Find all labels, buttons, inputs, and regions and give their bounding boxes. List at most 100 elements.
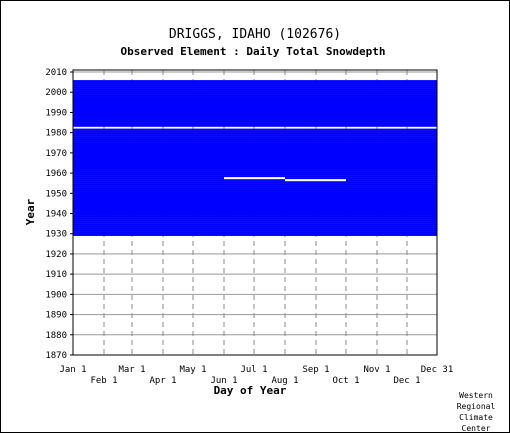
data-row-1984 bbox=[73, 122, 437, 125]
data-row-1971 bbox=[73, 148, 437, 152]
data-row-1966 bbox=[73, 158, 437, 162]
x-tick-label-mar-1: Mar 1 bbox=[118, 365, 145, 375]
x-tick-label-aug-1: Aug 1 bbox=[271, 376, 298, 386]
data-row-1960 bbox=[73, 171, 437, 174]
x-tick-label-dec-31: Dec 31 bbox=[421, 365, 454, 375]
y-tick-label-1930: 1930 bbox=[45, 230, 67, 240]
x-tick-label-may-1: May 1 bbox=[179, 365, 206, 375]
data-row-1937 bbox=[73, 217, 437, 220]
data-row-1963 bbox=[73, 165, 437, 168]
y-tick-label-1900: 1900 bbox=[45, 290, 67, 300]
data-row-1972 bbox=[73, 146, 437, 150]
data-row-1985 bbox=[73, 120, 437, 123]
data-row-1995 bbox=[73, 100, 437, 103]
data-row-1932 bbox=[73, 227, 437, 230]
data-row-1961 bbox=[73, 169, 437, 172]
x-tick-label-apr-1: Apr 1 bbox=[149, 376, 176, 386]
data-row-2005 bbox=[73, 80, 437, 83]
x-tick-label-dec-1: Dec 1 bbox=[393, 376, 420, 386]
data-row-1970 bbox=[73, 150, 437, 154]
data-row-2004 bbox=[73, 82, 437, 85]
y-tick-label-1970: 1970 bbox=[45, 149, 67, 159]
data-row-1930 bbox=[73, 231, 437, 234]
data-row-1958 bbox=[73, 175, 437, 178]
data-row-1977 bbox=[73, 136, 437, 139]
data-row-1983 bbox=[73, 124, 437, 127]
data-row-1975 bbox=[73, 140, 437, 143]
x-tick-label-jan-1: Jan 1 bbox=[59, 365, 86, 375]
y-tick-label-1890: 1890 bbox=[45, 311, 67, 321]
credit-line-3: Climate bbox=[459, 413, 493, 422]
x-tick-label-feb-1: Feb 1 bbox=[90, 376, 117, 386]
data-row-1956 bbox=[73, 179, 437, 182]
data-row-1935 bbox=[73, 221, 437, 224]
data-row-1964 bbox=[73, 162, 437, 166]
x-tick-labels: Jan 1 Mar 1 May 1 Jul 1 Sep 1 Nov 1 Dec 31 Feb … bbox=[59, 365, 453, 386]
data-row-1929 bbox=[73, 233, 437, 236]
data-row-1951 bbox=[73, 189, 437, 192]
y-tick-label-1880: 1880 bbox=[45, 331, 67, 341]
data-row-1989 bbox=[73, 112, 437, 115]
chart-subtitle: Observed Element : Daily Total Snowdepth bbox=[121, 45, 386, 58]
data-row-1994 bbox=[73, 102, 437, 105]
data-row-1933 bbox=[73, 225, 437, 228]
y-tick-label-1920: 1920 bbox=[45, 250, 67, 260]
y-tick-label-1950: 1950 bbox=[45, 189, 67, 199]
data-row-1949 bbox=[73, 193, 437, 196]
data-layer bbox=[73, 80, 437, 236]
data-row-1976 bbox=[73, 138, 437, 141]
credit-line-4: Center bbox=[462, 424, 491, 433]
data-row-1955 bbox=[73, 181, 437, 184]
y-tick-label-1870: 1870 bbox=[45, 351, 67, 361]
data-row-1946 bbox=[73, 199, 437, 202]
x-tick-label-nov-1: Nov 1 bbox=[363, 365, 390, 375]
gap-row-1957 bbox=[224, 177, 285, 180]
data-row-1939 bbox=[73, 213, 437, 216]
data-row-1943 bbox=[73, 205, 437, 208]
data-row-1978 bbox=[73, 134, 437, 137]
x-tick-label-jun-1: Jun 1 bbox=[210, 376, 237, 386]
credit-line-1: Western bbox=[459, 391, 493, 400]
data-row-1990 bbox=[73, 110, 437, 113]
x-tick-label-sep-1: Sep 1 bbox=[302, 365, 329, 375]
data-row-2001 bbox=[73, 88, 437, 91]
credit-line-2: Regional bbox=[457, 402, 496, 411]
data-row-1979 bbox=[73, 132, 437, 135]
data-row-1967 bbox=[73, 156, 437, 160]
y-tick-label-2010: 2010 bbox=[45, 68, 67, 78]
data-row-1962 bbox=[73, 167, 437, 170]
data-row-1998 bbox=[73, 94, 437, 97]
data-row-1953 bbox=[73, 185, 437, 188]
data-row-1934 bbox=[73, 223, 437, 226]
data-row-1931 bbox=[73, 229, 437, 232]
data-row-2002 bbox=[73, 86, 437, 89]
data-row-1996 bbox=[73, 98, 437, 101]
x-axis-label: Day of Year bbox=[214, 384, 287, 397]
y-tick-labels: 1870 1880 1890 1900 1910 1920 1930 1940 1950 1960… bbox=[45, 68, 73, 361]
data-row-1947 bbox=[73, 197, 437, 200]
data-row-1942 bbox=[73, 207, 437, 210]
data-row-1987 bbox=[73, 116, 437, 119]
data-row-2003 bbox=[73, 84, 437, 87]
y-tick-label-2000: 2000 bbox=[45, 88, 67, 98]
x-tick-label-jul-1: Jul 1 bbox=[240, 365, 267, 375]
y-tick-label-1960: 1960 bbox=[45, 169, 67, 179]
data-row-1986 bbox=[73, 118, 437, 121]
data-row-1965 bbox=[73, 160, 437, 164]
data-row-2000 bbox=[73, 90, 437, 93]
chart-title: DRIGGS, IDAHO (102676) bbox=[169, 27, 341, 42]
data-row-1945 bbox=[73, 201, 437, 204]
data-row-1997 bbox=[73, 96, 437, 99]
data-row-1936 bbox=[73, 219, 437, 222]
data-row-1940 bbox=[73, 211, 437, 214]
data-row-1948 bbox=[73, 195, 437, 198]
x-tick-label-oct-1: Oct 1 bbox=[332, 376, 359, 386]
data-row-1974 bbox=[73, 142, 437, 145]
data-row-1993 bbox=[73, 104, 437, 107]
data-row-1969 bbox=[73, 152, 437, 156]
axes bbox=[72, 69, 438, 356]
data-row-1988 bbox=[73, 114, 437, 117]
data-row-1954 bbox=[73, 183, 437, 186]
data-row-1941 bbox=[73, 209, 437, 212]
